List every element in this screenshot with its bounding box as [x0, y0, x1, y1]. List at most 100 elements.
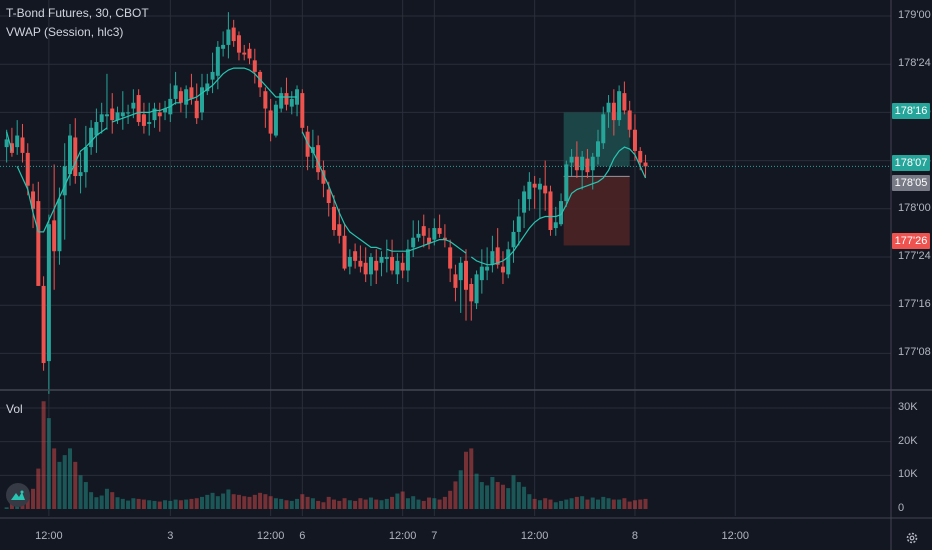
- volume-bar: [62, 455, 67, 509]
- time-axis-label: 6: [299, 530, 306, 542]
- candle-body: [590, 156, 595, 171]
- candle-body: [279, 93, 284, 109]
- candle-body: [421, 226, 426, 236]
- volume-bar: [532, 498, 537, 509]
- candle-body: [516, 216, 521, 232]
- candle-body: [442, 237, 447, 240]
- candle-body: [363, 262, 368, 275]
- volume-legend[interactable]: Vol: [6, 402, 23, 416]
- candle-body: [173, 85, 178, 99]
- volume-bar: [295, 498, 300, 509]
- candle-body: [596, 141, 600, 157]
- candle-body: [273, 104, 278, 136]
- volume-axis-label: 10K: [898, 468, 918, 481]
- candle-body: [46, 224, 51, 362]
- volume-bar: [258, 492, 263, 509]
- candle-body: [390, 257, 395, 271]
- candle-body: [221, 44, 226, 49]
- symbol-legend[interactable]: T-Bond Futures, 30, CBOT: [6, 6, 149, 20]
- candle-body: [448, 247, 453, 269]
- candle-body: [25, 152, 30, 186]
- candle-body: [89, 127, 94, 148]
- volume-bar: [332, 499, 336, 509]
- candle-body: [104, 114, 109, 117]
- candle-body: [474, 274, 479, 304]
- candle-body: [157, 112, 162, 117]
- price-candles: [4, 12, 648, 394]
- volume-bar: [627, 501, 632, 509]
- candle-body: [569, 156, 574, 163]
- candle-body: [611, 102, 616, 121]
- volume-bar: [83, 482, 88, 509]
- candle-body: [411, 237, 416, 248]
- volume-bar: [411, 496, 416, 509]
- candle-body: [585, 158, 590, 173]
- volume-bar: [89, 492, 94, 509]
- candle-body: [194, 100, 199, 119]
- candle-body: [73, 137, 78, 177]
- candle-body: [62, 166, 67, 196]
- candle-body: [68, 135, 72, 175]
- candle-body: [326, 189, 331, 204]
- candle-body: [495, 247, 500, 265]
- candle-body: [601, 114, 606, 144]
- volume-bar: [559, 500, 564, 509]
- candle-body: [300, 93, 305, 128]
- candle-body: [622, 93, 627, 111]
- volume-bar: [347, 500, 352, 509]
- volume-bar: [416, 499, 421, 509]
- volume-bar: [469, 448, 474, 509]
- vwap-legend[interactable]: VWAP (Session, hlc3): [6, 25, 124, 39]
- candle-body: [99, 114, 104, 123]
- candle-body: [374, 260, 379, 271]
- volume-bar: [606, 498, 611, 509]
- volume-bar: [120, 498, 125, 509]
- volume-bar: [379, 500, 384, 509]
- gear-icon[interactable]: [894, 528, 930, 548]
- candle-body: [553, 222, 558, 229]
- candle-body: [337, 224, 342, 236]
- volume-bar: [580, 496, 585, 509]
- candle-body: [184, 89, 189, 105]
- volume-bar: [437, 499, 442, 509]
- tradingview-logo-icon[interactable]: [6, 483, 30, 507]
- candle-body: [527, 181, 532, 200]
- candle-body: [432, 228, 437, 240]
- candle-body: [231, 27, 236, 42]
- volume-bar: [205, 494, 210, 509]
- volume-bar: [342, 498, 347, 509]
- volume-bar: [564, 499, 569, 509]
- volume-bar: [310, 498, 315, 509]
- volume-bar: [210, 492, 215, 509]
- volume-bar: [442, 496, 447, 509]
- candle-body: [57, 199, 62, 252]
- candle-body: [78, 172, 83, 177]
- candle-body: [543, 185, 548, 194]
- volume-bar: [337, 500, 342, 509]
- candle-body: [263, 91, 268, 109]
- volume-bar: [115, 497, 120, 509]
- volume-bar: [596, 499, 600, 509]
- candle-body: [522, 191, 527, 213]
- volume-bar: [126, 500, 131, 509]
- volume-bar: [553, 502, 558, 509]
- volume-bar: [601, 496, 606, 509]
- volume-bar: [279, 498, 284, 509]
- volume-bar: [4, 507, 9, 509]
- candle-body: [295, 89, 300, 105]
- volume-bar: [485, 485, 490, 509]
- volume-axis-label: 30K: [898, 401, 918, 413]
- position-tool[interactable]: [563, 112, 630, 246]
- candle-body: [632, 129, 637, 151]
- volume-bar: [215, 496, 220, 509]
- volume-bar: [516, 482, 521, 509]
- vwap-price-tag: 178'05: [892, 175, 930, 191]
- last-price-tag: 178'07: [892, 155, 930, 171]
- candle-body: [416, 233, 421, 238]
- candle-body: [485, 266, 490, 271]
- candle-body: [458, 262, 463, 281]
- volume-bar: [464, 451, 468, 509]
- volume-bar: [52, 448, 57, 509]
- volume-bar: [242, 496, 247, 509]
